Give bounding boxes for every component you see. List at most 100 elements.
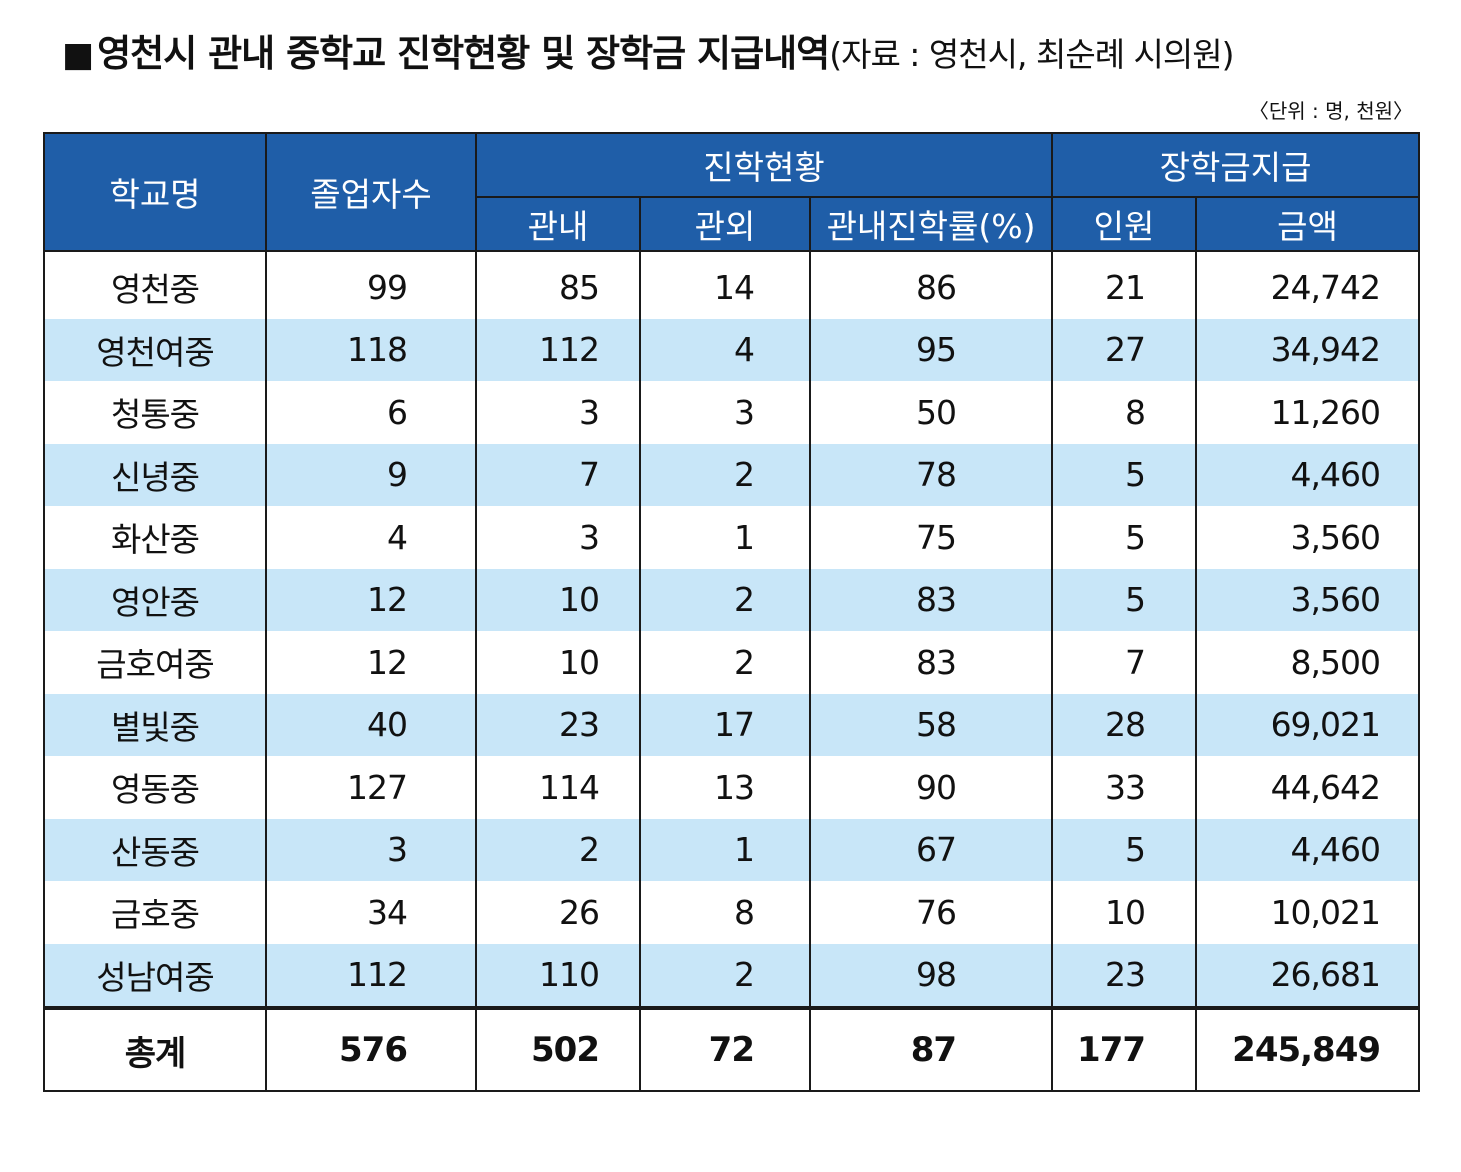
amount-cell: 10,021 — [1195, 881, 1421, 944]
graduates-cell: 99 — [265, 251, 477, 319]
outside-cell: 3 — [639, 381, 811, 444]
inside-cell: 23 — [475, 693, 641, 756]
graduates-cell: 118 — [265, 318, 477, 381]
outside-cell: 2 — [639, 443, 811, 506]
school-name: 영천여중 — [43, 318, 267, 381]
graduates-cell: 112 — [265, 943, 477, 1009]
inside-rate-cell: 83 — [808, 631, 1054, 694]
graduates-cell: 40 — [265, 693, 477, 756]
inside-rate-cell: 67 — [808, 818, 1054, 881]
school-name: 산동중 — [43, 818, 267, 881]
header-scholarship: 장학금지급 — [1051, 132, 1421, 198]
graduates-cell: 34 — [265, 881, 477, 944]
table-row: 청통중 6 3 3 50 8 11,260 — [43, 381, 1421, 444]
school-name: 영안중 — [43, 568, 267, 631]
amount-cell: 34,942 — [1195, 318, 1421, 381]
school-name: 금호여중 — [43, 631, 267, 694]
inside-cell: 26 — [475, 881, 641, 944]
total-graduates: 576 — [265, 1006, 477, 1092]
amount-cell: 44,642 — [1195, 756, 1421, 819]
outside-cell: 14 — [639, 251, 811, 319]
outside-cell: 17 — [639, 693, 811, 756]
recipients-cell: 7 — [1051, 631, 1198, 694]
header-recipients: 인원 — [1051, 196, 1198, 252]
inside-rate-cell: 78 — [808, 443, 1054, 506]
table-row: 영천중 99 85 14 86 21 24,742 — [43, 251, 1421, 319]
inside-rate-cell: 98 — [808, 943, 1054, 1009]
outside-cell: 2 — [639, 943, 811, 1009]
amount-cell: 3,560 — [1195, 506, 1421, 569]
amount-cell: 11,260 — [1195, 381, 1421, 444]
total-row: 총계 576 502 72 87 177 245,849 — [43, 1006, 1421, 1092]
total-rate: 87 — [808, 1006, 1054, 1092]
inside-cell: 10 — [475, 631, 641, 694]
outside-cell: 1 — [639, 506, 811, 569]
school-name: 청통중 — [43, 381, 267, 444]
amount-cell: 4,460 — [1195, 818, 1421, 881]
school-name: 신녕중 — [43, 443, 267, 506]
inside-cell: 7 — [475, 443, 641, 506]
table-row: 영천여중 118 112 4 95 27 34,942 — [43, 318, 1421, 381]
recipients-cell: 10 — [1051, 881, 1198, 944]
outside-cell: 2 — [639, 568, 811, 631]
inside-cell: 10 — [475, 568, 641, 631]
graduates-cell: 3 — [265, 818, 477, 881]
recipients-cell: 27 — [1051, 318, 1198, 381]
inside-rate-cell: 58 — [808, 693, 1054, 756]
inside-rate-cell: 95 — [808, 318, 1054, 381]
amount-cell: 3,560 — [1195, 568, 1421, 631]
inside-cell: 2 — [475, 818, 641, 881]
inside-cell: 3 — [475, 506, 641, 569]
recipients-cell: 5 — [1051, 568, 1198, 631]
graduates-cell: 12 — [265, 568, 477, 631]
table-row: 금호중 34 26 8 76 10 10,021 — [43, 881, 1421, 944]
header-inside-rate: 관내진학률(%) — [808, 196, 1054, 252]
graduates-cell: 12 — [265, 631, 477, 694]
recipients-cell: 23 — [1051, 943, 1198, 1009]
recipients-cell: 8 — [1051, 381, 1198, 444]
inside-cell: 112 — [475, 318, 641, 381]
total-outside: 72 — [639, 1006, 811, 1092]
outside-cell: 8 — [639, 881, 811, 944]
outside-cell: 13 — [639, 756, 811, 819]
inside-cell: 114 — [475, 756, 641, 819]
amount-cell: 8,500 — [1195, 631, 1421, 694]
outside-cell: 4 — [639, 318, 811, 381]
amount-cell: 4,460 — [1195, 443, 1421, 506]
recipients-cell: 5 — [1051, 506, 1198, 569]
inside-rate-cell: 90 — [808, 756, 1054, 819]
inside-cell: 110 — [475, 943, 641, 1009]
graduates-cell: 127 — [265, 756, 477, 819]
graduates-cell: 9 — [265, 443, 477, 506]
square-bullet-icon: ■ — [62, 35, 94, 75]
recipients-cell: 33 — [1051, 756, 1198, 819]
outside-cell: 1 — [639, 818, 811, 881]
inside-rate-cell: 75 — [808, 506, 1054, 569]
inside-cell: 85 — [475, 251, 641, 319]
title-main: 영천시 관내 중학교 진학현황 및 장학금 지급내역 — [97, 32, 830, 75]
table-body: 영천중 99 85 14 86 21 24,742 영천여중 118 112 4 95 27 34,942… — [43, 251, 1421, 1009]
header-advancement: 진학현황 — [474, 132, 1054, 198]
inside-cell: 3 — [475, 381, 641, 444]
header-amount: 금액 — [1195, 196, 1421, 252]
school-name: 화산중 — [43, 506, 267, 569]
graduates-cell: 6 — [265, 381, 477, 444]
inside-rate-cell: 50 — [808, 381, 1054, 444]
amount-cell: 26,681 — [1195, 943, 1421, 1009]
school-name: 영천중 — [43, 251, 267, 319]
table-row: 신녕중 9 7 2 78 5 4,460 — [43, 443, 1421, 506]
recipients-cell: 5 — [1051, 818, 1198, 881]
amount-cell: 24,742 — [1195, 251, 1421, 319]
table-row: 영안중 12 10 2 83 5 3,560 — [43, 568, 1421, 631]
outside-cell: 2 — [639, 631, 811, 694]
header-outside: 관외 — [639, 196, 811, 252]
header-graduates: 졸업자수 — [265, 132, 477, 252]
title-source: (자료 : 영천시, 최순례 시의원) — [829, 35, 1234, 74]
table-row: 영동중 127 114 13 90 33 44,642 — [43, 756, 1421, 819]
header-inside: 관내 — [475, 196, 641, 252]
school-name: 별빛중 — [43, 693, 267, 756]
total-label: 총계 — [43, 1006, 267, 1092]
graduates-cell: 4 — [265, 506, 477, 569]
table-row: 화산중 4 3 1 75 5 3,560 — [43, 506, 1421, 569]
inside-rate-cell: 86 — [808, 251, 1054, 319]
